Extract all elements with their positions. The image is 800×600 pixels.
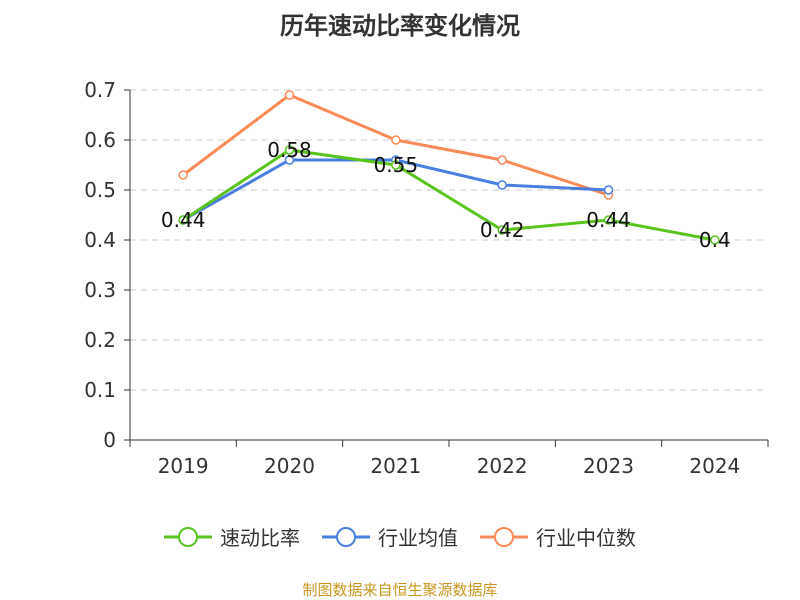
data-point [603,185,614,195]
source-note: 制图数据来自恒生聚源数据库 [302,581,498,599]
legend-item[interactable]: 行业中位数 [480,522,636,551]
legend-marker-icon [322,526,370,547]
legend-label: 速动比率 [220,526,300,550]
data-point [710,235,720,245]
legend-item[interactable]: 速动比率 [164,522,300,551]
data-point [497,180,507,190]
data-point [178,215,188,225]
data-label: 0.44 [586,208,631,232]
data-point [284,145,295,155]
data-label: 0.44 [161,208,206,232]
legend-label: 行业中位数 [536,526,636,550]
x-tick-label: 2021 [370,454,421,478]
series-line-速动比率 [182,148,716,242]
x-tick-label: 2020 [264,454,315,478]
series-line-行业中位数 [182,93,609,197]
legend: 速动比率 行业均值 行业中位数 [0,522,800,551]
data-point [391,160,401,170]
x-tick-label: 2023 [583,454,634,478]
y-tick-label: 0.4 [84,228,116,252]
chart-title: 历年速动比率变化情况 [280,12,520,40]
data-label: 0.42 [480,218,525,242]
data-point [497,225,507,235]
y-tick-label: 0 [103,428,116,452]
x-tick-label: 2022 [477,454,528,478]
y-tick-label: 0.6 [84,128,116,152]
legend-marker-icon [164,526,212,547]
legend-item[interactable]: 行业均值 [322,522,458,551]
x-tick-label: 2024 [689,454,740,478]
legend-label: 行业均值 [378,526,458,550]
y-tick-label: 0.1 [84,378,116,402]
y-tick-label: 0.5 [84,178,116,202]
data-point [178,170,188,180]
data-label: 0.55 [374,153,419,177]
y-tick-label: 0.2 [84,328,116,352]
data-label: 0.58 [267,138,312,162]
data-point [284,155,295,165]
data-point [391,135,401,145]
y-tick-label: 0.7 [84,78,116,102]
data-point [603,215,614,225]
legend-marker-icon [480,526,528,547]
data-point [284,90,295,100]
data-label: 0.4 [699,228,731,252]
data-point [497,155,507,165]
x-tick-label: 2019 [158,454,209,478]
y-tick-label: 0.3 [84,278,116,302]
